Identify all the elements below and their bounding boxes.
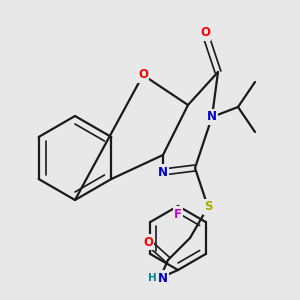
Text: S: S bbox=[204, 200, 212, 214]
Text: N: N bbox=[158, 166, 168, 178]
Text: N: N bbox=[158, 272, 168, 284]
Text: O: O bbox=[200, 26, 210, 40]
Text: O: O bbox=[138, 68, 148, 82]
Text: O: O bbox=[143, 236, 153, 248]
Text: F: F bbox=[174, 208, 182, 220]
Text: N: N bbox=[207, 110, 217, 124]
Text: H: H bbox=[148, 273, 156, 283]
